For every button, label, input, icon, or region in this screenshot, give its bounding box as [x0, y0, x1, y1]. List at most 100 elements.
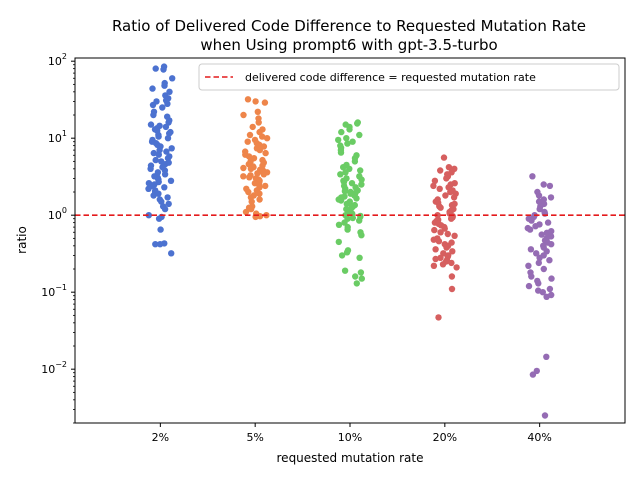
x-axis-label: requested mutation rate — [277, 451, 424, 465]
y-tick-base: 10 — [41, 286, 55, 299]
data-point — [254, 108, 261, 116]
data-point — [532, 223, 539, 230]
data-point — [338, 252, 346, 259]
data-point — [528, 273, 535, 280]
data-point — [535, 259, 542, 267]
data-point — [536, 205, 543, 213]
y-tick-base: 10 — [48, 55, 62, 68]
data-point — [546, 285, 554, 293]
data-point — [152, 241, 159, 248]
data-point — [431, 177, 439, 184]
data-point — [443, 175, 450, 182]
data-point — [157, 226, 164, 233]
y-tick-exponent: 1 — [62, 129, 67, 138]
data-point — [242, 208, 250, 216]
data-point — [338, 128, 345, 136]
data-point — [445, 164, 453, 171]
data-point — [548, 241, 555, 248]
data-point — [431, 226, 438, 234]
data-point — [529, 173, 536, 180]
data-point — [535, 198, 543, 205]
data-point — [262, 182, 269, 190]
data-point — [353, 195, 360, 202]
data-point — [167, 177, 175, 184]
data-point — [437, 254, 444, 261]
chart-title: Ratio of Delivered Code Difference to Re… — [112, 17, 586, 35]
data-point — [343, 135, 350, 142]
data-point — [358, 232, 365, 239]
data-point — [150, 192, 157, 199]
data-point — [337, 149, 345, 156]
data-point — [256, 146, 263, 154]
data-point — [162, 123, 170, 131]
data-point — [437, 229, 444, 236]
data-point — [450, 194, 458, 201]
data-point — [357, 269, 365, 276]
data-point — [169, 75, 176, 82]
x-tick-label: 40% — [527, 431, 551, 444]
y-tick-label: 10−2 — [41, 360, 67, 376]
data-points — [145, 63, 555, 419]
data-point — [337, 171, 344, 178]
data-point — [259, 133, 266, 140]
data-point — [168, 145, 175, 152]
data-point — [335, 238, 342, 246]
chart-subtitle: when Using prompt6 with gpt-3.5-turbo — [200, 36, 497, 54]
data-point — [249, 123, 256, 131]
legend-box — [198, 63, 620, 91]
data-point — [248, 198, 255, 205]
data-point — [525, 262, 532, 269]
data-point — [244, 96, 252, 103]
data-point — [155, 190, 162, 197]
data-point — [263, 135, 271, 142]
data-point — [442, 192, 449, 199]
x-tick-label: 2% — [152, 431, 169, 444]
data-point — [436, 185, 443, 192]
data-point — [260, 171, 267, 178]
data-point — [245, 153, 253, 160]
data-point — [435, 238, 443, 245]
data-point — [240, 111, 247, 119]
data-point — [149, 85, 156, 92]
data-point — [164, 194, 171, 201]
data-point — [447, 188, 454, 196]
data-point — [449, 248, 456, 255]
data-point — [539, 289, 546, 296]
data-point — [357, 167, 364, 174]
data-point — [356, 131, 363, 139]
legend: delivered code difference = requested mu… — [198, 63, 620, 91]
data-point — [161, 171, 169, 178]
data-point — [244, 138, 251, 145]
data-point — [437, 204, 444, 211]
data-point — [543, 229, 551, 236]
data-point — [432, 246, 439, 253]
data-point — [150, 149, 157, 157]
data-point — [349, 214, 356, 222]
data-point — [547, 194, 555, 201]
data-point — [340, 164, 347, 171]
data-point — [343, 249, 351, 256]
data-point — [341, 219, 348, 226]
data-point — [533, 250, 540, 257]
data-point — [343, 200, 350, 208]
data-point — [440, 154, 448, 161]
data-point — [161, 205, 169, 213]
data-point — [541, 412, 549, 419]
data-point — [165, 200, 172, 208]
data-point — [254, 170, 261, 177]
data-point — [166, 88, 173, 96]
data-point — [353, 280, 360, 287]
data-point — [354, 120, 361, 127]
data-point — [247, 165, 255, 172]
data-point — [535, 192, 543, 199]
y-axis-label: ratio — [15, 226, 29, 254]
data-point — [540, 181, 547, 188]
data-point — [356, 217, 363, 224]
y-tick-label: 101 — [48, 129, 67, 145]
data-point — [240, 173, 247, 180]
data-point — [525, 282, 533, 290]
data-point — [448, 273, 456, 280]
data-point — [546, 182, 554, 190]
data-point — [335, 221, 343, 228]
data-point — [443, 244, 450, 251]
